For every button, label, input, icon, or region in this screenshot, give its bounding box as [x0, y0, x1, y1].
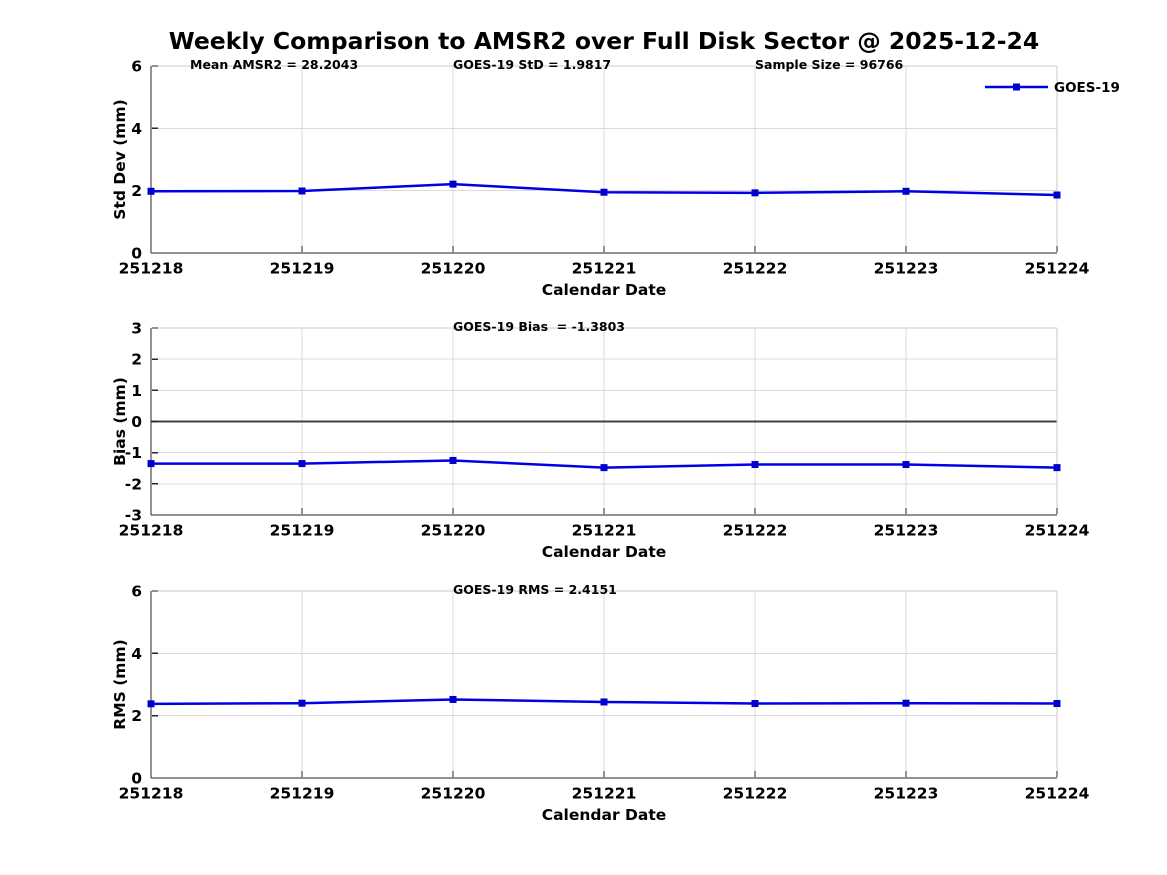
data-point [449, 180, 457, 188]
x-tick-label: 251222 [723, 260, 788, 278]
x-tick-label: 251218 [119, 260, 184, 278]
data-point [902, 699, 910, 707]
y-tick-label: 6 [131, 583, 142, 601]
annotation: GOES-19 StD = 1.9817 [453, 57, 611, 72]
y-tick-label: 6 [131, 58, 142, 76]
x-tick-label: 251222 [723, 522, 788, 540]
subplot-rms: 251218 251219 251220 251221 251222 251223 2512… [111, 582, 1090, 824]
y-tick-label: 3 [131, 320, 142, 338]
annotation: Mean AMSR2 = 28.2043 [190, 57, 358, 72]
x-tick-label: 251222 [723, 785, 788, 803]
data-point [1053, 464, 1061, 472]
y-axis-label: Std Dev (mm) [111, 99, 129, 219]
x-tick-label: 251220 [421, 260, 486, 278]
x-tick-label: 251220 [421, 785, 486, 803]
y-tick-label: -1 [125, 444, 142, 462]
data-point [1053, 700, 1061, 708]
x-tick-label: 251224 [1025, 522, 1090, 540]
x-tick-label: 251220 [421, 522, 486, 540]
x-tick-label: 251223 [874, 785, 939, 803]
x-tick-label: 251224 [1025, 785, 1090, 803]
data-point [298, 187, 306, 195]
x-tick-label: 251219 [270, 260, 335, 278]
annotation: GOES-19 RMS = 2.4151 [453, 582, 617, 597]
legend: GOES-19 [985, 80, 1120, 96]
x-tick-label: 251221 [572, 785, 637, 803]
x-tick-label: 251219 [270, 522, 335, 540]
x-axis-label: Calendar Date [542, 543, 667, 561]
x-tick-label: 251218 [119, 785, 184, 803]
data-point [751, 189, 759, 197]
data-point [600, 698, 608, 706]
x-tick-label: 251223 [874, 522, 939, 540]
data-point [449, 695, 457, 703]
y-tick-label: 4 [131, 645, 142, 663]
data-point [298, 460, 306, 468]
y-tick-label: -3 [125, 507, 142, 525]
y-tick-label: 0 [131, 770, 142, 788]
annotation: GOES-19 Bias = -1.3803 [453, 319, 625, 334]
data-point [902, 461, 910, 469]
x-axis-label: Calendar Date [542, 281, 667, 299]
y-tick-label: 1 [131, 382, 142, 400]
x-tick-label: 251221 [572, 522, 637, 540]
y-tick-label: 2 [131, 351, 142, 369]
x-axis-label: Calendar Date [542, 806, 667, 824]
data-point [902, 187, 910, 195]
x-tick-label: 251218 [119, 522, 184, 540]
figure-title: Weekly Comparison to AMSR2 over Full Dis… [169, 27, 1039, 55]
y-tick-label: 2 [131, 182, 142, 200]
data-point [751, 461, 759, 469]
data-point [298, 699, 306, 707]
y-tick-label: 0 [131, 413, 142, 431]
x-tick-label: 251223 [874, 260, 939, 278]
x-tick-label: 251219 [270, 785, 335, 803]
y-tick-label: 0 [131, 245, 142, 263]
subplot-std-dev: 251218 251219 251220 251221 251222 251223 2512… [111, 57, 1090, 299]
legend-marker [1013, 83, 1020, 91]
subplots-container: 251218 251219 251220 251221 251222 251223 2512… [111, 57, 1090, 824]
x-tick-label: 251224 [1025, 260, 1090, 278]
data-point [147, 187, 155, 195]
data-point [449, 456, 457, 464]
data-point [147, 460, 155, 468]
annotation: Sample Size = 96766 [755, 57, 904, 72]
data-point [1053, 191, 1061, 199]
y-tick-label: -2 [125, 475, 142, 493]
y-tick-label: 2 [131, 707, 142, 725]
legend-label: GOES-19 [1054, 80, 1120, 96]
data-point [600, 188, 608, 196]
y-axis-label: Bias (mm) [111, 377, 129, 466]
data-point [600, 464, 608, 472]
subplot-bias: 251218 251219 251220 251221 251222 251223 2512… [111, 319, 1090, 561]
data-point [751, 700, 759, 708]
data-point [147, 700, 155, 708]
y-axis-label: RMS (mm) [111, 639, 129, 729]
y-tick-label: 4 [131, 120, 142, 138]
x-tick-label: 251221 [572, 260, 637, 278]
